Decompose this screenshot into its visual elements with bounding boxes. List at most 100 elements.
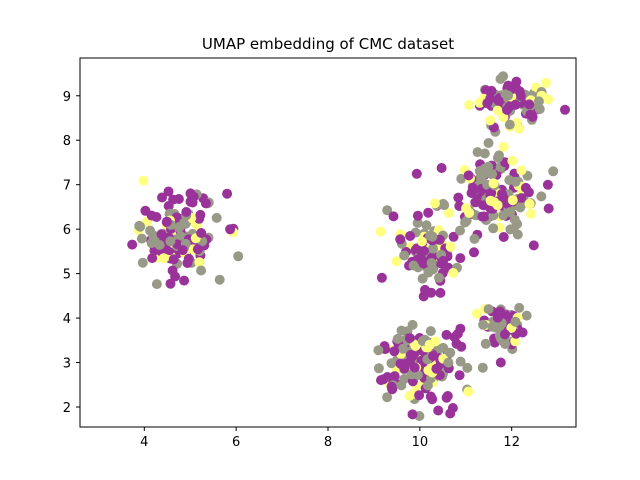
scatter-point (525, 208, 536, 219)
scatter-point (138, 175, 149, 186)
scatter-point (417, 236, 427, 247)
x-axis: 4 6 8 10 12 (140, 427, 520, 450)
x-tick-label: 4 (140, 435, 148, 450)
scatter-point (375, 226, 386, 237)
scatter-point (222, 188, 233, 199)
scatter-point (146, 238, 157, 248)
x-tick-label: 10 (412, 435, 429, 450)
scatter-point (168, 254, 179, 265)
scatter-point (436, 163, 447, 173)
scatter-point (525, 109, 536, 120)
scatter-point (181, 207, 192, 217)
scatter-point (387, 384, 398, 395)
scatter-point (485, 115, 496, 126)
scatter-point (192, 244, 203, 255)
scatter-point (388, 211, 399, 222)
scatter-point (460, 217, 470, 228)
scatter-point (533, 96, 544, 107)
scatter-point (165, 236, 176, 247)
scatter-point (196, 265, 207, 276)
scatter-point (396, 380, 407, 391)
y-tick-label: 3 (63, 357, 71, 372)
points-layer (127, 71, 570, 421)
scatter-point (151, 279, 162, 290)
scatter-point (543, 94, 554, 105)
y-tick-label: 8 (63, 134, 71, 149)
scatter-point (163, 186, 174, 197)
scatter-point (474, 97, 485, 108)
scatter-point (464, 100, 475, 110)
scatter-point (443, 357, 454, 368)
scatter-point (488, 223, 499, 234)
scatter-point (512, 229, 523, 240)
scatter-point (488, 178, 499, 189)
x-tick-label: 12 (503, 435, 520, 450)
scatter-point (510, 176, 521, 187)
scatter-point (399, 363, 410, 374)
scatter-point (448, 268, 459, 278)
scatter-point (472, 308, 482, 319)
scatter-point (445, 408, 456, 419)
scatter-point (428, 351, 439, 361)
scatter-point (517, 327, 528, 338)
scatter-point (161, 216, 172, 227)
scatter-point (421, 220, 432, 231)
scatter-point (493, 96, 504, 106)
scatter-point (472, 147, 483, 158)
scatter-point (516, 165, 527, 176)
scatter-point (443, 208, 454, 218)
scatter-point (422, 380, 433, 391)
scatter-point (373, 363, 384, 374)
scatter-point (478, 319, 489, 330)
x-tick-label: 6 (232, 435, 240, 450)
scatter-point (382, 392, 393, 403)
scatter-point (441, 329, 452, 340)
scatter-point (416, 254, 427, 265)
scatter-point (505, 207, 516, 218)
scatter-point (498, 232, 509, 242)
scatter-point (233, 251, 244, 262)
scatter-point (495, 74, 506, 84)
scatter-point (469, 233, 480, 244)
scatter-point (404, 333, 415, 344)
scatter-point (439, 200, 450, 211)
scatter-point (200, 198, 211, 209)
scatter-point (416, 246, 427, 257)
scatter-point (211, 212, 222, 223)
scatter-point (396, 325, 407, 336)
scatter-point (418, 291, 429, 302)
scatter-point (168, 194, 179, 205)
scatter-point (560, 104, 570, 115)
scatter-point (407, 319, 418, 330)
scatter-point (156, 229, 167, 240)
scatter-point (177, 245, 188, 256)
scatter-point (373, 345, 384, 356)
y-tick-label: 6 (63, 223, 71, 238)
scatter-point (146, 210, 157, 221)
scatter-point (503, 90, 514, 101)
scatter-point (467, 182, 478, 193)
scatter-point (427, 231, 438, 242)
scatter-point (453, 192, 464, 203)
scatter-point (196, 228, 207, 238)
scatter-point (434, 272, 444, 283)
scatter-point (441, 392, 452, 403)
scatter-point (521, 310, 532, 321)
scatter-point (136, 233, 147, 244)
scatter-point (433, 405, 444, 416)
scatter-point (509, 214, 520, 225)
scatter-point (543, 203, 554, 214)
scatter-point (410, 340, 421, 351)
scatter-point (520, 182, 531, 193)
scatter-point (145, 225, 156, 236)
y-axis: 2 3 4 5 6 7 8 9 (63, 90, 80, 416)
scatter-point (417, 273, 428, 284)
scatter-point (179, 275, 190, 286)
scatter-point (507, 155, 518, 166)
scatter-point (392, 333, 403, 344)
scatter-point (175, 231, 186, 241)
scatter-point (491, 322, 502, 333)
scatter-point (455, 225, 465, 236)
scatter-point (154, 240, 165, 250)
